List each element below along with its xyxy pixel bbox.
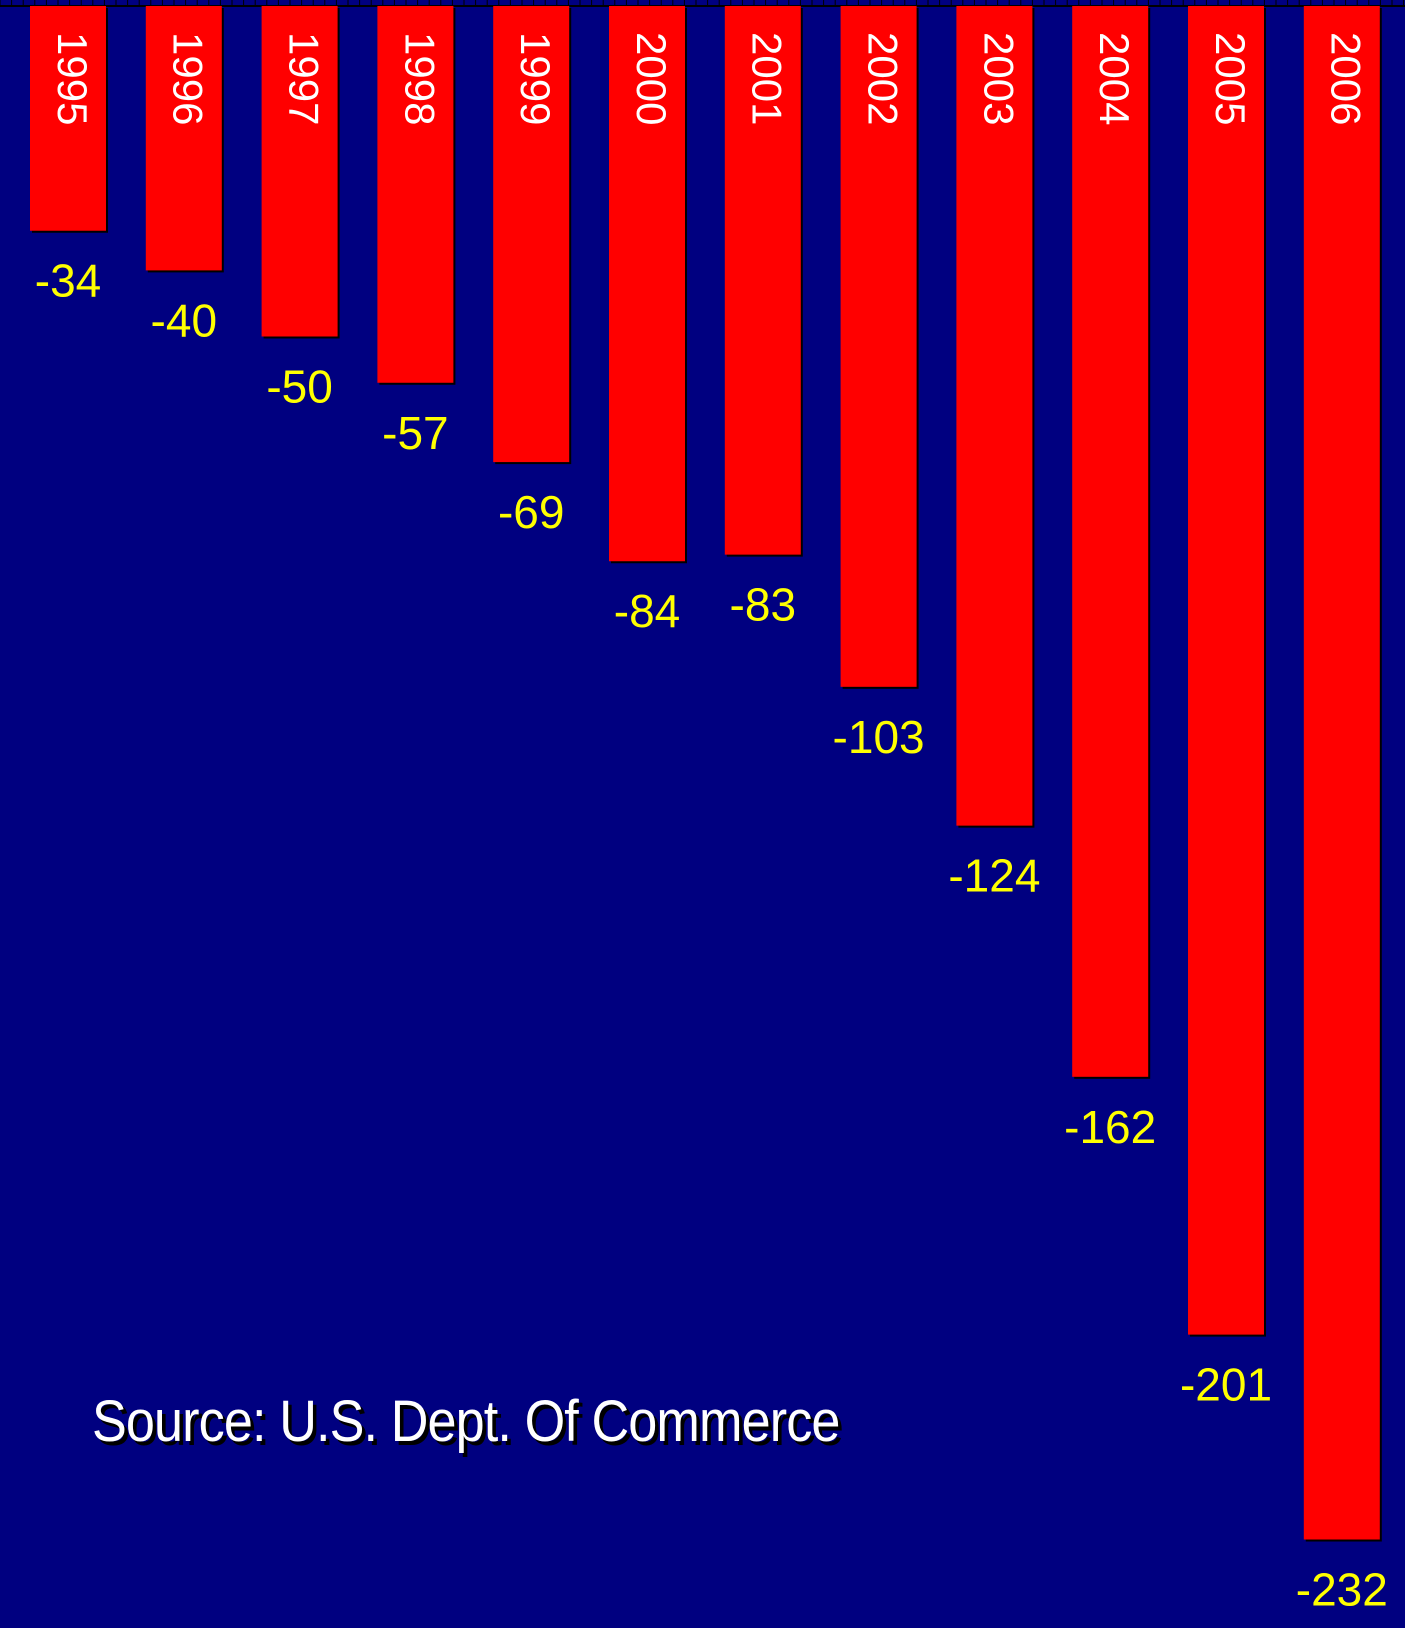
source-note: Source: U.S. Dept. Of Commerce: [92, 1389, 840, 1454]
labels-group: 1995 -34 1996 -40 1997 -50 1998 -57 1999 -69 2000 -…: [35, 32, 1388, 1616]
bar-1999: [493, 6, 570, 463]
value-label-2005: -201: [1180, 1359, 1272, 1411]
category-label-1997: 1997: [281, 32, 328, 125]
value-label-2004: -162: [1064, 1101, 1156, 1153]
category-label-1999: 1999: [512, 32, 559, 125]
value-label-2000: -84: [614, 585, 680, 637]
value-label-1995: -34: [35, 255, 101, 307]
category-label-2001: 2001: [744, 32, 791, 125]
value-label-2001: -83: [730, 579, 796, 631]
category-label-1996: 1996: [165, 32, 212, 125]
category-label-2000: 2000: [628, 32, 675, 125]
category-label-2002: 2002: [860, 32, 907, 125]
bar-2005: [1188, 6, 1264, 1335]
category-label-2006: 2006: [1323, 32, 1370, 125]
bar-1996: [145, 6, 222, 271]
bar-2002: [840, 6, 917, 687]
category-label-2005: 2005: [1207, 32, 1254, 125]
top-axis-ticks: [0, 0, 1405, 6]
bar-2001: [724, 6, 801, 555]
bar-2003: [956, 6, 1033, 826]
value-label-1997: -50: [266, 361, 332, 413]
value-label-1998: -57: [382, 407, 448, 459]
category-label-1995: 1995: [49, 32, 96, 125]
value-label-2006: -232: [1296, 1564, 1388, 1616]
bar-1997: [261, 6, 338, 337]
value-label-1996: -40: [151, 294, 217, 346]
bar-2006: [1303, 6, 1380, 1540]
value-label-2003: -124: [948, 850, 1040, 902]
bar-2004: [1072, 6, 1149, 1077]
bar-1995: [30, 6, 106, 231]
category-label-1998: 1998: [396, 32, 443, 125]
bar-1998: [377, 6, 454, 383]
category-label-2004: 2004: [1091, 32, 1138, 125]
value-label-1999: -69: [498, 486, 564, 538]
value-label-2002: -103: [833, 711, 925, 763]
category-label-2003: 2003: [975, 32, 1022, 125]
bar-2000: [609, 6, 685, 562]
bars-group: [30, 6, 1382, 1542]
